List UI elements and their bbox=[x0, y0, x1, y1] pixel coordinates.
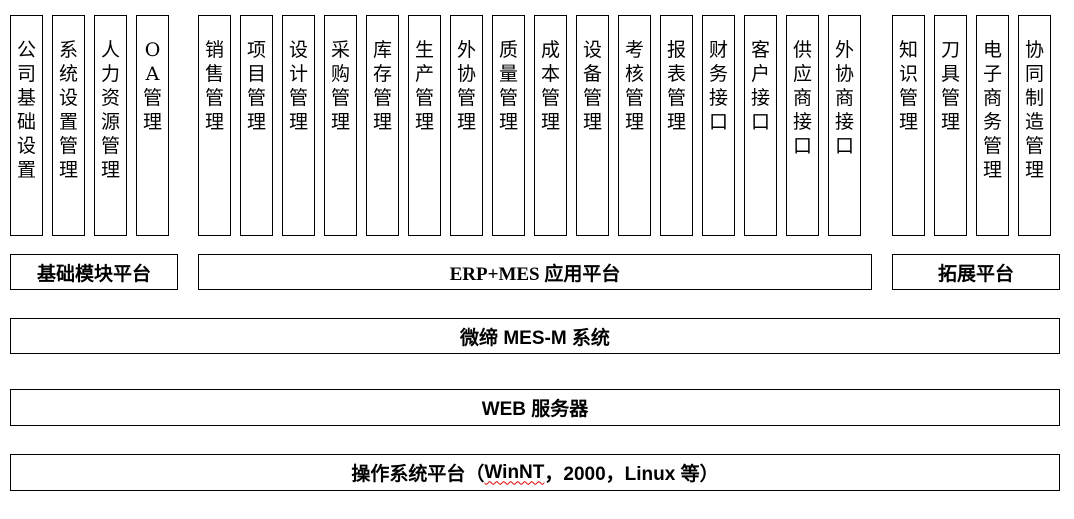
module-label: 销售管理 bbox=[204, 39, 224, 133]
extension-platform-label: 拓展平台 bbox=[937, 263, 1014, 285]
module-box-erp_mes: 生产管理 bbox=[408, 15, 441, 236]
module-label: 刀具管理 bbox=[940, 39, 960, 133]
module-box-basic: 人力资源管理 bbox=[94, 15, 127, 236]
module-label: 外协商接口 bbox=[834, 39, 854, 157]
module-label: 供应商接口 bbox=[792, 39, 812, 157]
module-label: 系统设置管理 bbox=[58, 39, 78, 181]
module-box-erp_mes: 项目管理 bbox=[240, 15, 273, 236]
module-label: 采购管理 bbox=[330, 39, 350, 133]
module-label: 考核管理 bbox=[624, 39, 644, 133]
module-box-extension: 知识管理 bbox=[892, 15, 925, 236]
module-box-erp_mes: 采购管理 bbox=[324, 15, 357, 236]
module-box-erp_mes: 报表管理 bbox=[660, 15, 693, 236]
module-box-erp_mes: 客户接口 bbox=[744, 15, 777, 236]
module-box-erp_mes: 库存管理 bbox=[366, 15, 399, 236]
web-server-layer: WEB 服务器 bbox=[10, 389, 1060, 426]
os-platform-suffix: ，2000，Linux 等） bbox=[544, 464, 719, 485]
module-box-erp_mes: 供应商接口 bbox=[786, 15, 819, 236]
web-server-label: WEB 服务器 bbox=[481, 399, 589, 420]
module-label: 外协管理 bbox=[456, 39, 476, 133]
module-label: 质量管理 bbox=[498, 39, 518, 133]
module-box-erp_mes: 考核管理 bbox=[618, 15, 651, 236]
erp-mes-platform-label: ERP+MES 应用平台 bbox=[449, 263, 621, 285]
module-label: 客户接口 bbox=[750, 39, 770, 133]
mes-system-layer: 微缔 MES-M 系统 bbox=[10, 318, 1060, 354]
module-box-erp_mes: 设备管理 bbox=[576, 15, 609, 236]
module-box-erp_mes: 质量管理 bbox=[492, 15, 525, 236]
module-box-extension: 协同制造管理 bbox=[1018, 15, 1051, 236]
module-box-extension: 刀具管理 bbox=[934, 15, 967, 236]
module-label: 库存管理 bbox=[372, 39, 392, 133]
module-label: 报表管理 bbox=[666, 39, 686, 133]
module-label: 公司基础设置 bbox=[16, 39, 36, 181]
basic-module-platform: 基础模块平台 bbox=[10, 254, 178, 290]
os-platform-label: 操作系统平台（ bbox=[351, 464, 485, 485]
extension-platform: 拓展平台 bbox=[892, 254, 1060, 290]
module-box-basic: 公司基础设置 bbox=[10, 15, 43, 236]
module-box-extension: 电子商务管理 bbox=[976, 15, 1009, 236]
module-box-erp_mes: 外协管理 bbox=[450, 15, 483, 236]
module-label: 协同制造管理 bbox=[1024, 39, 1044, 181]
erp-mes-platform: ERP+MES 应用平台 bbox=[198, 254, 872, 290]
module-label: 成本管理 bbox=[540, 39, 560, 133]
module-box-basic: OA管理 bbox=[136, 15, 169, 236]
module-box-erp_mes: 外协商接口 bbox=[828, 15, 861, 236]
os-platform-layer: 操作系统平台（ WinNT ，2000，Linux 等） bbox=[10, 454, 1060, 491]
module-label: 财务接口 bbox=[708, 39, 728, 133]
module-box-erp_mes: 设计管理 bbox=[282, 15, 315, 236]
module-box-erp_mes: 财务接口 bbox=[702, 15, 735, 236]
module-label: OA管理 bbox=[142, 39, 162, 133]
module-label: 设计管理 bbox=[288, 39, 308, 133]
module-label: 生产管理 bbox=[414, 39, 434, 133]
module-label: 电子商务管理 bbox=[982, 39, 1002, 181]
os-winnt-label: WinNT bbox=[484, 461, 545, 483]
module-box-erp_mes: 销售管理 bbox=[198, 15, 231, 236]
module-box-erp_mes: 成本管理 bbox=[534, 15, 567, 236]
module-box-basic: 系统设置管理 bbox=[52, 15, 85, 236]
mes-system-label: 微缔 MES-M 系统 bbox=[460, 327, 610, 349]
module-label: 知识管理 bbox=[898, 39, 918, 133]
module-label: 人力资源管理 bbox=[100, 39, 120, 181]
module-label: 项目管理 bbox=[246, 39, 266, 133]
module-label: 设备管理 bbox=[582, 39, 602, 133]
basic-module-platform-label: 基础模块平台 bbox=[36, 263, 151, 285]
